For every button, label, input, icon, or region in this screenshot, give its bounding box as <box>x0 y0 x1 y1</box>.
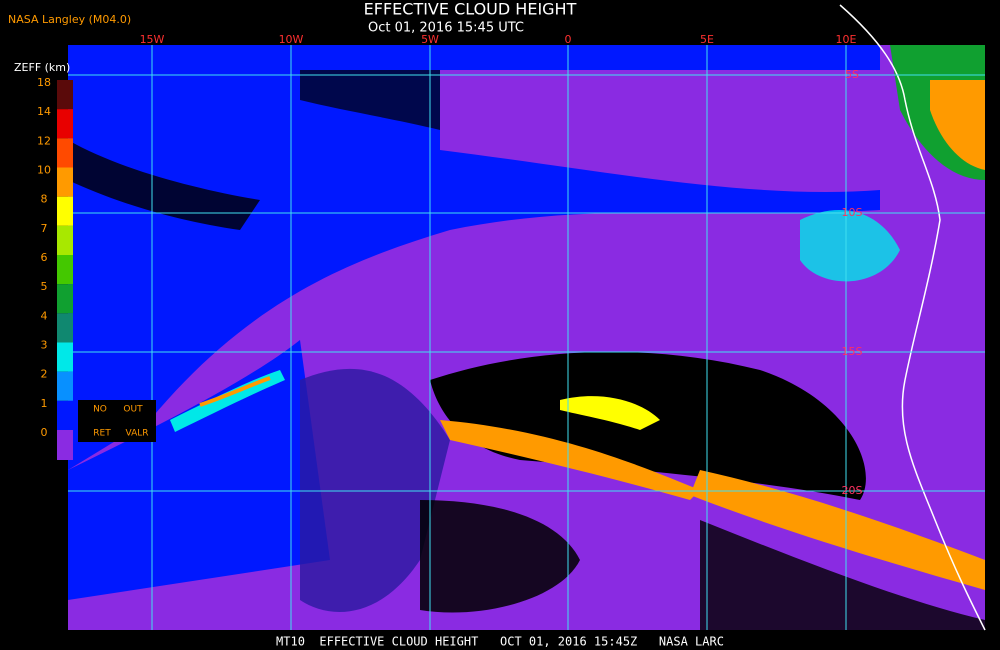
legend-swatch <box>57 255 73 285</box>
legend-label: 5 <box>41 280 48 293</box>
credit: NASA Langley (M04.0) <box>8 13 131 26</box>
legend-swatch <box>57 80 73 110</box>
legend-swatch <box>57 109 73 139</box>
lon-label: 0 <box>565 33 572 46</box>
lat-lon-grid <box>68 45 985 630</box>
legend-swatch <box>57 371 73 401</box>
legend-swatch <box>57 167 73 197</box>
legend-title: ZEFF (km) <box>14 61 70 74</box>
legend-label: 14 <box>37 105 51 118</box>
lat-label: 15S <box>842 345 863 358</box>
lat-label: 10S <box>842 206 863 219</box>
satellite-image <box>68 4 986 631</box>
lon-label: 5E <box>700 33 714 46</box>
lon-label: 5W <box>421 33 439 46</box>
legend-swatch <box>57 400 73 430</box>
legend-label: 10 <box>37 164 51 177</box>
legend-swatch <box>57 313 73 343</box>
lat-label: 20S <box>842 484 863 497</box>
legend-label: 6 <box>41 251 48 264</box>
legend-note: NO <box>93 405 107 415</box>
legend-label: 4 <box>41 309 48 322</box>
legend-swatch <box>57 284 73 314</box>
legend-label: 0 <box>41 426 48 439</box>
legend-swatch <box>57 138 73 168</box>
footer-caption: MT10 EFFECTIVE CLOUD HEIGHT OCT 01, 2016… <box>276 635 724 649</box>
legend-label: 7 <box>41 222 48 235</box>
legend-label: 3 <box>41 339 48 352</box>
legend-label: 8 <box>41 193 48 206</box>
legend-note: RET <box>93 429 111 439</box>
legend-note-box <box>78 400 156 442</box>
legend-swatch <box>57 196 73 226</box>
lon-label: 10E <box>836 33 857 46</box>
legend-label: 12 <box>37 134 51 147</box>
legend-swatch <box>57 225 73 255</box>
legend-label: 18 <box>37 76 51 89</box>
subtitle: Oct 01, 2016 15:45 UTC <box>368 21 524 36</box>
lon-label: 10W <box>279 33 304 46</box>
legend-note: OUT <box>123 405 143 415</box>
legend-note: VALR <box>125 429 148 439</box>
lon-label: 15W <box>140 33 165 46</box>
title: EFFECTIVE CLOUD HEIGHT <box>364 0 577 19</box>
lat-label: 5S <box>845 68 859 81</box>
legend-swatch <box>57 342 73 372</box>
legend-label: 2 <box>41 368 48 381</box>
legend-swatch <box>57 430 73 460</box>
legend-label: 1 <box>41 397 48 410</box>
